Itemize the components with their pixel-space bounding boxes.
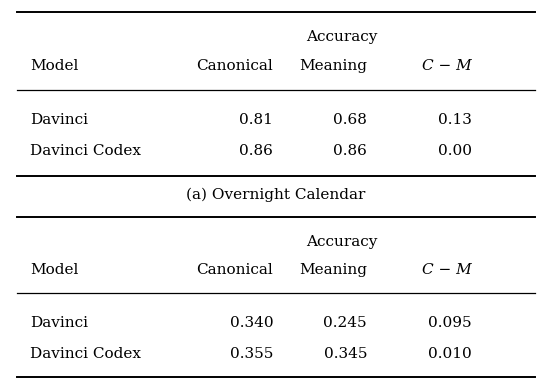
Text: (a) Overnight Calendar: (a) Overnight Calendar — [187, 188, 365, 202]
Text: Davinci: Davinci — [30, 113, 88, 127]
Text: Meaning: Meaning — [299, 263, 367, 277]
Text: 0.68: 0.68 — [333, 113, 367, 127]
Text: 0.86: 0.86 — [333, 144, 367, 158]
Text: 0.81: 0.81 — [240, 113, 273, 127]
Text: Canonical: Canonical — [197, 263, 273, 277]
Text: Model: Model — [30, 59, 79, 73]
Text: Davinci Codex: Davinci Codex — [30, 144, 141, 158]
Text: 0.245: 0.245 — [323, 316, 367, 330]
Text: 0.86: 0.86 — [240, 144, 273, 158]
Text: 0.355: 0.355 — [230, 347, 273, 361]
Text: 0.010: 0.010 — [428, 347, 472, 361]
Text: Meaning: Meaning — [299, 59, 367, 73]
Text: 0.095: 0.095 — [428, 316, 472, 330]
Text: 0.00: 0.00 — [438, 144, 472, 158]
Text: Accuracy: Accuracy — [306, 30, 378, 44]
Text: C − M: C − M — [422, 263, 472, 277]
Text: Model: Model — [30, 263, 79, 277]
Text: Canonical: Canonical — [197, 59, 273, 73]
Text: Davinci Codex: Davinci Codex — [30, 347, 141, 361]
Text: 0.340: 0.340 — [230, 316, 273, 330]
Text: Davinci: Davinci — [30, 316, 88, 330]
Text: 0.13: 0.13 — [438, 113, 472, 127]
Text: Accuracy: Accuracy — [306, 235, 378, 249]
Text: 0.345: 0.345 — [323, 347, 367, 361]
Text: C − M: C − M — [422, 59, 472, 73]
